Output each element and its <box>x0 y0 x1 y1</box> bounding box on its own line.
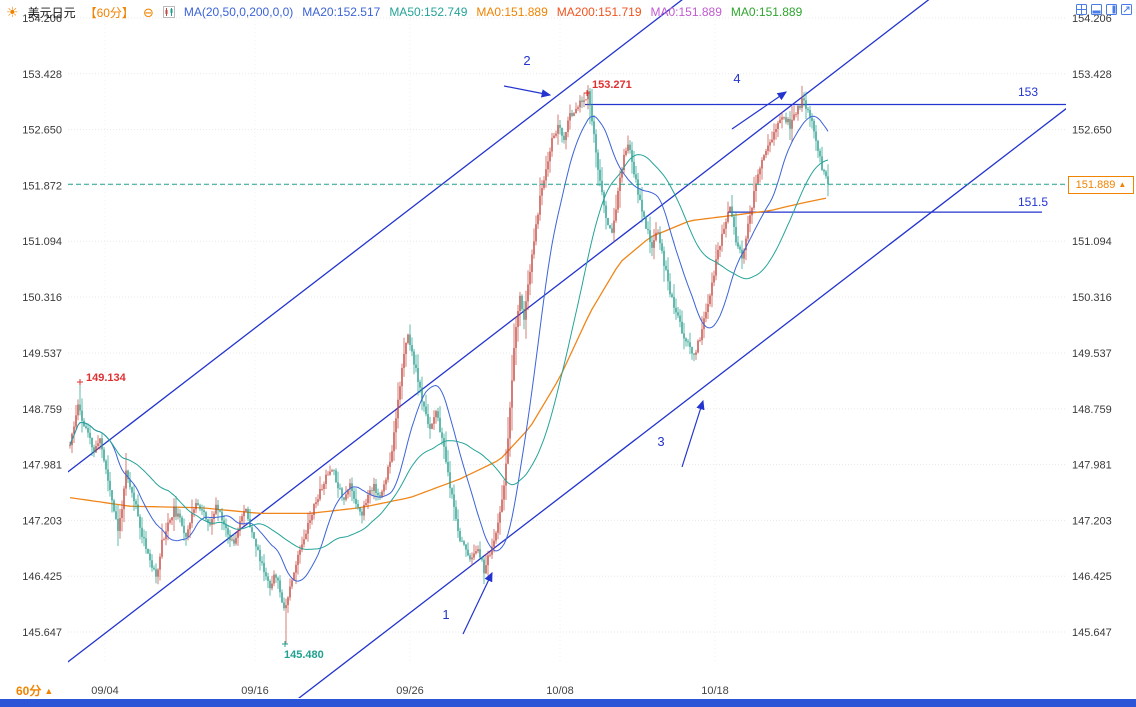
svg-text:150.316: 150.316 <box>22 292 62 304</box>
candles <box>69 85 829 644</box>
svg-text:10/18: 10/18 <box>701 685 729 697</box>
svg-text:149.537: 149.537 <box>22 348 62 360</box>
chart-toolbar <box>1076 4 1132 15</box>
ma0-readout-3: MA0:151.889 <box>730 5 803 19</box>
svg-text:09/16: 09/16 <box>241 685 269 697</box>
price-up-triangle-icon: ▲ <box>1118 180 1127 189</box>
up-triangle-icon: ▲ <box>44 685 54 696</box>
chart-header: ☀ 美元日元 【60分】 ⊖ MA(20,50,0,200,0,0) MA20:… <box>0 0 996 24</box>
svg-text:154.206: 154.206 <box>1072 13 1112 25</box>
svg-text:147.981: 147.981 <box>1072 460 1112 472</box>
svg-text:151.094: 151.094 <box>22 236 62 248</box>
bottom-bar <box>0 699 1136 707</box>
svg-text:153.428: 153.428 <box>1072 69 1112 81</box>
symbol-title: 美元日元 <box>27 5 76 20</box>
svg-text:151.872: 151.872 <box>22 180 62 192</box>
svg-text:147.203: 147.203 <box>22 515 62 527</box>
ma0-readout-1: MA0:151.889 <box>476 5 548 19</box>
svg-text:152.650: 152.650 <box>22 125 62 137</box>
annotation-arrow <box>503 85 552 98</box>
trendline <box>68 0 683 473</box>
annotation-number: 1 <box>442 607 449 622</box>
annotations: 1 2 3 4 153 151.5 153.271 149.134 145.480 <box>77 53 1048 661</box>
indicator-icon[interactable] <box>162 6 175 18</box>
ma-formula[interactable]: MA(20,50,0,200,0,0) <box>183 5 294 19</box>
axis-tick-labels: 154.206 154.206 153.428 153.428 152.650 152.6… <box>22 13 1112 697</box>
svg-text:150.316: 150.316 <box>1072 292 1112 304</box>
annotation-number: 3 <box>657 434 664 449</box>
timeframe-tag: 【60分】 <box>84 5 134 20</box>
trendline <box>297 107 1066 698</box>
annotation-arrow <box>681 399 705 468</box>
price-label: 153.271 <box>592 79 632 91</box>
svg-text:146.425: 146.425 <box>22 571 62 583</box>
annotation-arrow <box>462 571 493 635</box>
expand-icon[interactable] <box>1121 4 1132 15</box>
panel-right-icon[interactable] <box>1106 4 1117 15</box>
price-label: 149.134 <box>86 372 127 384</box>
svg-text:152.650: 152.650 <box>1072 125 1112 137</box>
svg-text:145.647: 145.647 <box>22 627 62 639</box>
timeframe-label: 60分 <box>16 684 42 698</box>
ma50-readout: MA50:152.749 <box>389 5 468 19</box>
svg-text:148.759: 148.759 <box>1072 404 1112 416</box>
svg-text:151.094: 151.094 <box>1072 236 1112 248</box>
gridlines <box>68 12 1066 662</box>
current-price-badge: 151.889 ▲ <box>1068 176 1134 194</box>
svg-text:153.428: 153.428 <box>22 69 62 81</box>
svg-text:148.759: 148.759 <box>22 404 62 416</box>
ma20-readout: MA20:152.517 <box>302 5 381 19</box>
sun-icon[interactable]: ☀ <box>6 4 19 20</box>
svg-text:147.981: 147.981 <box>22 460 62 472</box>
svg-text:09/26: 09/26 <box>396 685 424 697</box>
ma50-line <box>69 154 829 550</box>
collapse-icon[interactable]: ⊖ <box>142 4 154 20</box>
annotation-number: 4 <box>733 71 740 86</box>
annotation-number: 2 <box>523 53 530 68</box>
ma20-line <box>69 115 829 582</box>
svg-text:10/08: 10/08 <box>546 685 574 697</box>
current-price-value: 151.889 <box>1075 179 1116 191</box>
annotation-arrow <box>731 91 787 130</box>
price-label: 145.480 <box>284 649 324 661</box>
trendline <box>68 0 930 663</box>
svg-text:149.537: 149.537 <box>1072 348 1112 360</box>
svg-text:147.203: 147.203 <box>1072 515 1112 527</box>
level-label: 151.5 <box>1018 195 1048 209</box>
svg-text:145.647: 145.647 <box>1072 627 1112 639</box>
timeframe-selector[interactable]: 60分 ▲ <box>16 682 53 699</box>
svg-text:146.425: 146.425 <box>1072 571 1112 583</box>
plot-area[interactable] <box>60 0 1080 700</box>
svg-text:154.206: 154.206 <box>22 13 62 25</box>
ma0-readout-2: MA0:151.889 <box>650 5 722 19</box>
level-label: 153 <box>1018 85 1038 99</box>
panel-bottom-icon[interactable] <box>1091 4 1102 15</box>
grid-layout-icon[interactable] <box>1076 4 1087 15</box>
svg-text:09/04: 09/04 <box>91 685 119 697</box>
ma200-readout: MA200:151.719 <box>556 5 642 19</box>
